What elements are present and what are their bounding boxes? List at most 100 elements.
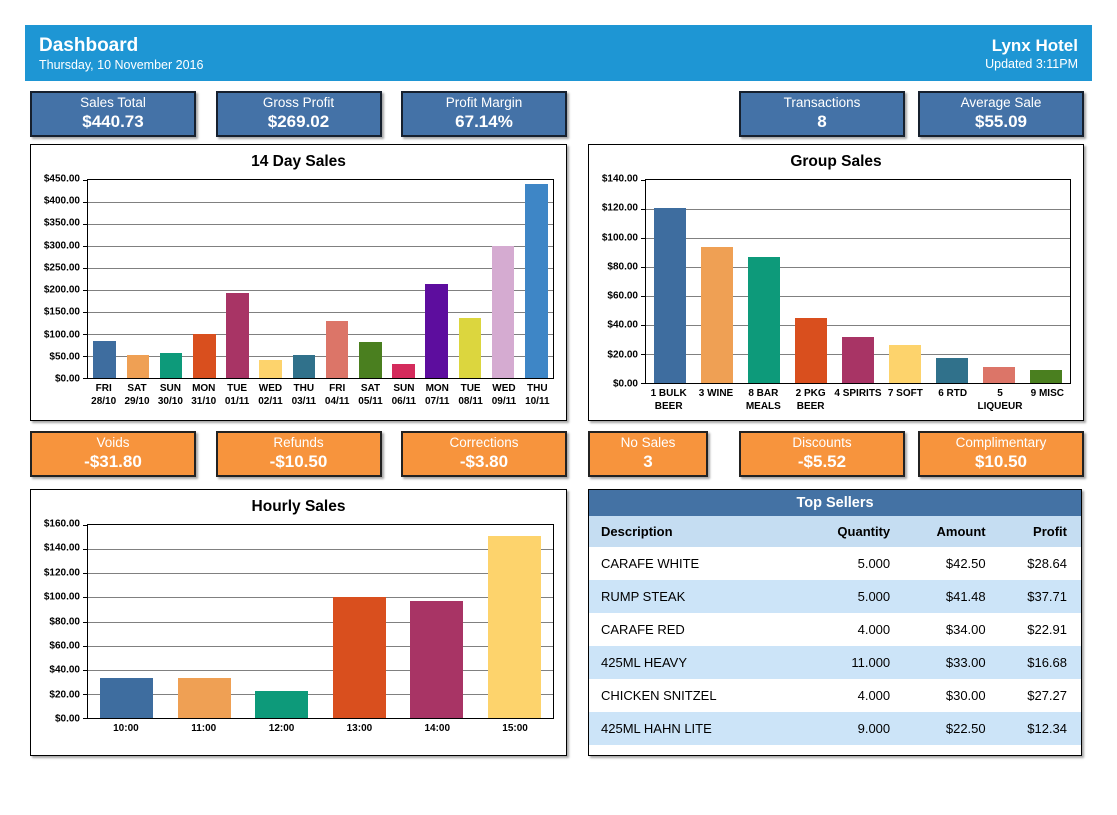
y-tick-mark [641, 238, 646, 239]
bar-9-misc [1030, 369, 1063, 383]
gridline [88, 597, 553, 599]
bar-tue-01-11 [226, 293, 249, 378]
gridline [646, 267, 1070, 268]
y-tick-mark [83, 245, 88, 247]
x-tick-label: THU 10/11 [525, 383, 550, 407]
tile-discounts: Discounts -$5.52 [739, 431, 905, 477]
tile-label: Corrections [449, 435, 519, 451]
cell-amount: $33.00 [945, 655, 986, 670]
bar-13:00 [332, 597, 386, 718]
cell-amount: $34.00 [945, 622, 986, 637]
tile-label: Voids [96, 435, 130, 451]
x-tick-label: 6 RTD [938, 388, 968, 399]
kpi-sales-total: Sales Total $440.73 [30, 91, 196, 137]
tile-voids: Voids -$31.80 [30, 431, 196, 477]
bar-3-wine [700, 246, 733, 383]
bar-1-bulk-beer [653, 207, 686, 383]
gridline [88, 268, 553, 269]
gridline [646, 238, 1070, 239]
bar-tue-08-11 [458, 317, 482, 378]
bar-5-liqueur [983, 367, 1016, 383]
table-row: CHICKEN SNITZEL 4.000 $30.00 $27.27 [589, 679, 1081, 712]
x-tick-label: 1 BULK BEER [650, 388, 687, 412]
y-tick-mark [83, 693, 88, 695]
plot-area [83, 179, 554, 379]
bar-6-rtd [936, 358, 969, 383]
y-tick-mark [641, 209, 646, 210]
x-tick-label: 2 PKG BEER [795, 388, 826, 412]
x-tick-label: THU 03/11 [291, 383, 317, 407]
x-tick-label: MON 31/10 [191, 383, 217, 407]
cell-profit: $22.91 [1027, 622, 1067, 637]
gridline [88, 334, 553, 335]
y-tick-label: $400.00 [43, 195, 80, 207]
y-tick-mark [641, 325, 646, 326]
y-tick-label: $40.00 [607, 319, 638, 331]
x-tick-label: 4 SPIRITS [834, 388, 882, 399]
store-name: Lynx Hotel [991, 35, 1078, 55]
y-tick-label: $100.00 [601, 232, 638, 244]
gridline [88, 224, 553, 225]
page-title: Dashboard [39, 35, 139, 57]
gridline [88, 202, 553, 203]
x-tick-label: 12:00 [268, 723, 295, 734]
cell-description: RUMP STEAK [601, 589, 686, 604]
bar-8-bar-meals [747, 256, 780, 383]
y-tick-label: $80.00 [49, 616, 80, 627]
x-tick-label: FRI 28/10 [91, 383, 117, 407]
y-tick-mark [83, 597, 88, 599]
table-header-row: Description Quantity Amount Profit [589, 516, 1081, 547]
top-sellers-table: Description Quantity Amount Profit CARAFE W… [589, 516, 1081, 745]
gridline [88, 245, 553, 247]
bar-14:00 [410, 601, 464, 718]
column-header-profit: Profit [1033, 524, 1067, 539]
plot-area [641, 179, 1071, 384]
gridline [88, 573, 553, 575]
tile-value: 8 [817, 112, 827, 132]
tile-label: No Sales [620, 435, 676, 451]
table-row: RUMP STEAK 5.000 $41.48 $37.71 [589, 580, 1081, 613]
chart-14-day-sales: 14 Day Sales $0.00 $50.00 $100.00 $150.00 $2… [30, 144, 567, 421]
x-tick-label: TUE 01/11 [224, 383, 250, 407]
y-tick-mark [83, 224, 88, 225]
tile-label: Gross Profit [262, 95, 335, 111]
kpi-average-sale: Average Sale $55.09 [918, 91, 1084, 137]
charts-row: 14 Day Sales $0.00 $50.00 $100.00 $150.00 $2… [30, 144, 1084, 421]
cell-amount: $41.48 [945, 589, 986, 604]
gridline [646, 209, 1070, 210]
y-tick-label: $350.00 [43, 217, 80, 229]
tile-label: Average Sale [960, 95, 1042, 111]
y-tick-mark [83, 202, 88, 203]
plot-row: $0.00 $50.00 $100.00 $150.00 $200.00 $250.00 $… [31, 174, 566, 385]
gridline [646, 296, 1070, 297]
chart-group-sales: Group Sales $0.00 $20.00 $40.00 $60.00 $80.0… [588, 144, 1084, 421]
table-row: CARAFE RED 4.000 $34.00 $22.91 [589, 613, 1081, 646]
y-tick-label: $0.00 [54, 373, 80, 385]
gridline [88, 356, 553, 357]
x-tick-label: FRI 04/11 [324, 383, 350, 407]
y-tick-mark [641, 267, 646, 268]
gridline [88, 645, 553, 647]
y-tick-label: $100.00 [43, 591, 80, 603]
y-tick-mark [83, 334, 88, 335]
x-tick-label: 8 BAR MEALS [745, 388, 781, 412]
y-axis: $0.00 $20.00 $40.00 $60.00 $80.00 $100.00 $120… [31, 519, 87, 725]
cell-amount: $30.00 [945, 688, 986, 703]
y-tick-label: $60.00 [49, 640, 80, 652]
y-tick-mark [641, 354, 646, 355]
y-tick-mark [83, 573, 88, 575]
cell-description: CHICKEN SNITZEL [601, 688, 717, 703]
tile-label: Sales Total [80, 95, 146, 111]
x-tick-label: 9 MISC [1030, 388, 1064, 399]
gridline [88, 621, 553, 623]
bar-wed-02-11 [259, 359, 282, 378]
cell-profit: $28.64 [1027, 556, 1067, 571]
tile-value: -$31.80 [84, 452, 142, 472]
y-tick-label: $0.00 [54, 713, 80, 725]
x-tick-label: 5 LIQUEUR [977, 388, 1023, 412]
tile-value: -$5.52 [797, 452, 847, 472]
gridline [88, 549, 553, 551]
x-tick-label: MON 07/11 [424, 383, 450, 407]
gridline [646, 325, 1070, 326]
y-tick-mark [83, 549, 88, 551]
